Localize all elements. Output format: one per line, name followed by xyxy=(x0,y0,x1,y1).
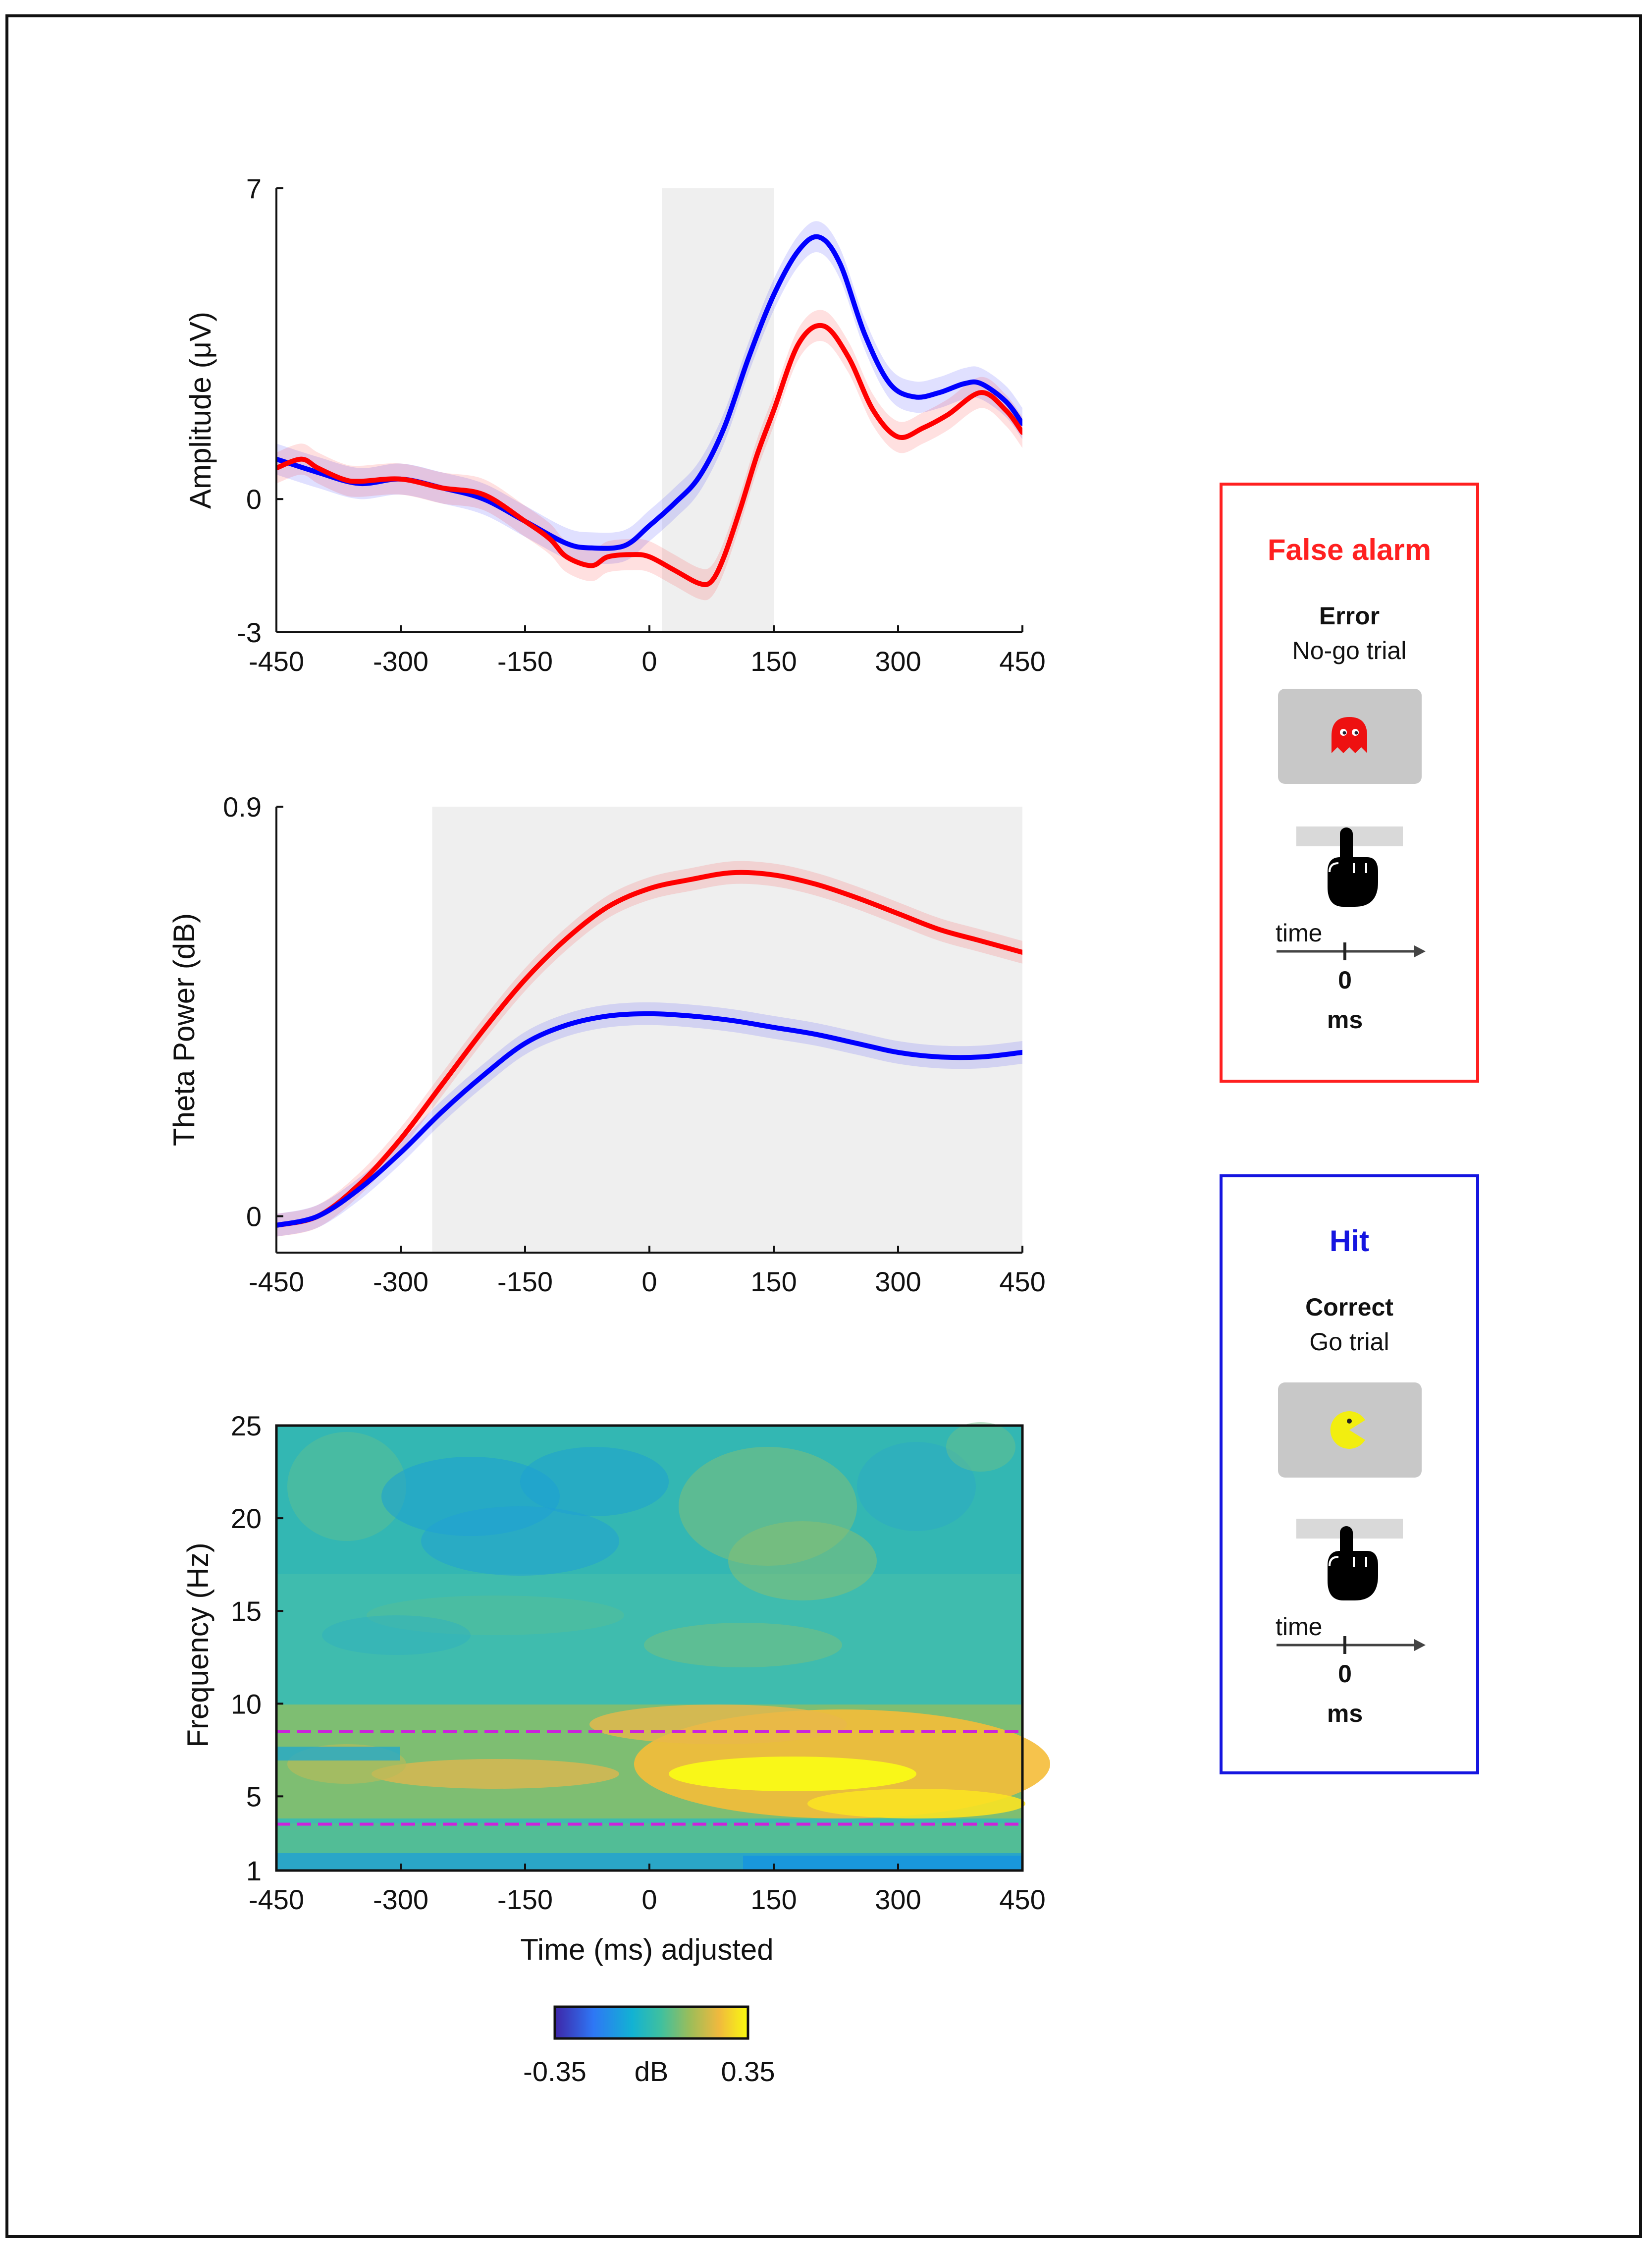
theta-x-tick-label: -300 xyxy=(373,1266,428,1297)
tf-x-tick-label: 300 xyxy=(875,1884,921,1915)
erp-x-tick-label: -450 xyxy=(249,646,304,677)
theta-false-alarm-line xyxy=(276,870,1022,1228)
tf-y-label: Frequency (Hz) xyxy=(181,1542,214,1747)
timeline-zero: 0 xyxy=(1338,1660,1352,1688)
theta-x-tick-label: 450 xyxy=(999,1266,1045,1297)
erp-x-tick-label: -300 xyxy=(373,646,428,677)
tf-y-tick-label: 20 xyxy=(231,1503,262,1534)
theta-x-tick-label: -150 xyxy=(497,1266,553,1297)
erp-y-tick-label: -3 xyxy=(237,617,262,648)
theta-hit-error-band xyxy=(276,1002,1022,1237)
theta-y-label: Theta Power (dB) xyxy=(167,913,201,1146)
erp-x-tick-label: 450 xyxy=(999,646,1045,677)
theta-y-tick-label: 0 xyxy=(246,1201,262,1232)
erp-hit-error-band xyxy=(276,221,1022,564)
tf-x-tick-label: 150 xyxy=(750,1884,797,1915)
tf-x-tick-label: 450 xyxy=(999,1884,1045,1915)
legend-false-alarm-title: False alarm xyxy=(1268,533,1431,566)
theta-hit-line xyxy=(276,1011,1022,1228)
figure-frame xyxy=(5,14,1642,2238)
colorbar: -0.35 dB 0.35 xyxy=(523,2005,775,2087)
legend-hit-outcome: Correct xyxy=(1305,1293,1393,1321)
erp-panel: -450 -300 -150 0 150 300 450 -3 0 7 Amplitude (μ… xyxy=(184,173,1046,677)
legend-false-alarm-outcome: Error xyxy=(1319,602,1380,630)
colorbar-unit-label: dB xyxy=(635,2056,669,2087)
tf-x-label: Time (ms) adjusted xyxy=(520,1933,773,1966)
timeline-arrowhead xyxy=(1414,1639,1426,1651)
tf-x-tick-label: -450 xyxy=(249,1884,304,1915)
legend-hit-trial: Go trial xyxy=(1309,1328,1389,1356)
theta-x-tick-label: 0 xyxy=(641,1266,657,1297)
erp-false-alarm-line xyxy=(276,323,1022,588)
theta-y-tick-label: 0.9 xyxy=(223,791,262,823)
stimulus-screen-go xyxy=(1278,1382,1422,1478)
erp-x-tick-label: 300 xyxy=(875,646,921,677)
legend-hit-title: Hit xyxy=(1330,1224,1369,1258)
erp-false-alarm-error-band xyxy=(276,310,1022,601)
timeline-word: time xyxy=(1276,919,1322,947)
pacman-icon xyxy=(1330,1411,1365,1449)
erp-y-label: Amplitude (μV) xyxy=(184,312,217,509)
theta-x-tick-label: 150 xyxy=(750,1266,797,1297)
theta-shaded-window xyxy=(432,807,1022,1253)
theta-x-tick-label: 300 xyxy=(875,1266,921,1297)
theta-x-tick-label: -450 xyxy=(249,1266,304,1297)
timeline-unit: ms xyxy=(1327,1006,1363,1034)
colorbar-min-label: -0.35 xyxy=(523,2056,586,2087)
tf-y-tick-label: 25 xyxy=(231,1410,262,1441)
erp-x-tick-label: 150 xyxy=(750,646,797,677)
erp-y-tick-label: 0 xyxy=(246,484,262,515)
tf-x-tick-label: -300 xyxy=(373,1884,428,1915)
hand-pressing-icon xyxy=(1328,827,1378,907)
legend-false-alarm: False alarm Error No-go trial time 0 ms xyxy=(1220,483,1479,1083)
timeline-word: time xyxy=(1276,1613,1322,1641)
legend-hit: Hit Correct Go trial time 0 ms xyxy=(1220,1174,1479,1774)
colorbar-max-label: 0.35 xyxy=(721,2056,775,2087)
tf-y-tick-label: 10 xyxy=(231,1688,262,1719)
theta-false-alarm-error-band xyxy=(276,861,1022,1237)
tf-x-tick-label: 0 xyxy=(641,1884,657,1915)
tf-y-tick-label: 15 xyxy=(231,1596,262,1627)
legend-false-alarm-trial: No-go trial xyxy=(1292,637,1407,664)
timeline-zero: 0 xyxy=(1338,966,1352,994)
timeline-arrowhead xyxy=(1414,945,1426,957)
erp-y-tick-label: 7 xyxy=(246,173,262,204)
theta-panel: -450 -300 -150 0 150 300 450 0 0.9 Theta Power … xyxy=(167,791,1046,1297)
erp-x-tick-label: 0 xyxy=(641,646,657,677)
erp-shaded-window xyxy=(662,188,774,632)
erp-x-tick-label: -150 xyxy=(497,646,553,677)
tf-y-tick-label: 5 xyxy=(246,1781,262,1812)
colorbar-gradient xyxy=(553,2005,749,2040)
tf-heatmap xyxy=(276,1422,1050,1871)
ghost-icon xyxy=(1332,717,1367,753)
tf-y-tick-label: 1 xyxy=(246,1855,262,1886)
timeline-unit: ms xyxy=(1327,1700,1363,1727)
tf-x-tick-label: -150 xyxy=(497,1884,553,1915)
hand-pressing-icon xyxy=(1328,1526,1378,1600)
